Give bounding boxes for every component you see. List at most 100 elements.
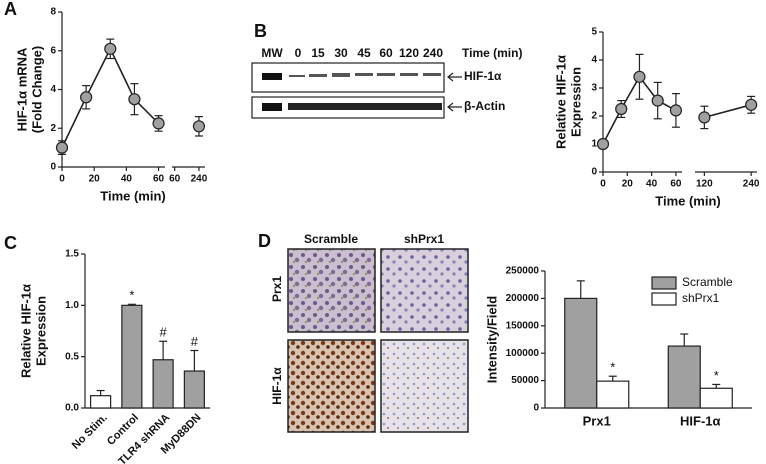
y-tick-label: 0 xyxy=(591,167,597,178)
x-tick-label: 40 xyxy=(121,174,133,185)
y-tick-label: 1 xyxy=(591,139,597,150)
x-tick-label: 40 xyxy=(646,179,658,190)
data-point xyxy=(633,70,646,83)
data-point xyxy=(651,94,664,107)
y-tick-label: 3 xyxy=(591,83,597,94)
blot-axis-label: Time (min) xyxy=(462,46,522,60)
lane-label: 30 xyxy=(334,46,348,60)
data-point xyxy=(80,91,93,104)
data-line xyxy=(704,104,752,119)
x-tick-label: 120 xyxy=(696,179,713,190)
blot-band xyxy=(262,103,282,111)
y-tick-label: 250000 xyxy=(506,266,540,277)
data-point xyxy=(55,141,69,154)
significance-mark: * xyxy=(610,360,615,375)
y-tick-label: 0.0 xyxy=(65,403,79,414)
x-axis-label: Time (min) xyxy=(655,193,721,208)
legend-label: Scramble xyxy=(682,275,733,289)
band-label: HIF-1α xyxy=(464,69,502,83)
blot-frame xyxy=(251,62,445,93)
lane-label: 240 xyxy=(423,46,443,60)
panel-label: C xyxy=(4,233,17,253)
column-label: Scramble xyxy=(304,232,358,246)
bar xyxy=(596,380,630,409)
data-line xyxy=(61,46,160,148)
lane-label: 60 xyxy=(379,46,393,60)
significance-mark: # xyxy=(160,325,168,340)
blot-band xyxy=(288,103,442,110)
y-axis-label: Relative HIF-1α xyxy=(18,284,33,378)
y-tick-label: 4 xyxy=(591,55,597,66)
y-tick-label: 1.5 xyxy=(65,249,79,260)
data-point xyxy=(615,102,628,116)
x-tick-label: 60 xyxy=(169,174,181,185)
data-point xyxy=(104,42,117,55)
bar xyxy=(121,304,143,409)
bar xyxy=(667,345,701,409)
band-label: β-Actin xyxy=(464,99,505,113)
legend-swatch xyxy=(651,276,677,290)
legend-label: shPrx1 xyxy=(682,291,720,305)
blot-bands xyxy=(289,73,441,77)
data-point xyxy=(745,98,758,111)
y-axis-label: Expression xyxy=(33,296,48,366)
y-tick-label: 100000 xyxy=(506,348,540,359)
x-tick-label: 0 xyxy=(600,179,606,190)
legend-swatch xyxy=(651,292,677,306)
micrograph xyxy=(287,339,376,433)
y-tick-label: 5 xyxy=(591,27,597,38)
row-label: HIF-1α xyxy=(270,367,284,405)
x-tick-label: 240 xyxy=(191,174,208,185)
y-axis-label: HIF-1α mRNA xyxy=(14,47,29,131)
micrograph xyxy=(380,248,469,333)
lane-label: 15 xyxy=(311,46,325,60)
bar xyxy=(699,387,733,409)
y-axis-label: Relative HIF-1α xyxy=(553,55,568,149)
data-point xyxy=(669,104,683,117)
x-tick-label: 0 xyxy=(59,174,65,185)
x-tick-label: 60 xyxy=(670,179,682,190)
micrograph xyxy=(380,339,469,433)
data-point xyxy=(596,137,610,151)
x-tick-label: 20 xyxy=(89,174,101,185)
x-tick-label: Prx1 xyxy=(583,413,611,428)
y-tick-label: 6 xyxy=(50,45,56,56)
data-point xyxy=(192,120,206,133)
panel-label: B xyxy=(254,21,267,41)
panel-label: A xyxy=(4,0,17,19)
y-axis-label: Intensity/Field xyxy=(484,296,499,383)
data-point xyxy=(128,93,141,106)
y-tick-label: 2 xyxy=(50,123,56,134)
arrow xyxy=(447,72,462,82)
lane-label: 45 xyxy=(357,46,371,60)
row-label: Prx1 xyxy=(270,276,284,302)
lane-label: 120 xyxy=(399,46,419,60)
panel-label: D xyxy=(258,231,271,251)
y-tick-label: 8 xyxy=(50,7,56,18)
bar xyxy=(152,359,174,409)
y-tick-label: 0 xyxy=(50,162,56,173)
data-point xyxy=(698,111,711,124)
micrograph xyxy=(287,248,376,333)
significance-mark: * xyxy=(714,368,719,383)
blot-marker-label: MW xyxy=(261,46,283,60)
lane-label: 0 xyxy=(295,46,302,60)
blot-band xyxy=(262,73,282,80)
y-tick-label: 200000 xyxy=(506,293,540,304)
ihc-images: Scramble shPrx1 Prx1 HIF-1α xyxy=(270,232,469,433)
western-blot: MW 0 15 30 45 60 120 240 Time (min) HIF-… xyxy=(251,46,522,119)
arrow xyxy=(447,102,462,112)
bar xyxy=(183,370,205,409)
y-tick-label: 2 xyxy=(591,111,597,122)
x-axis-label: Time (min) xyxy=(100,188,166,203)
significance-mark: # xyxy=(191,334,199,349)
column-label: shPrx1 xyxy=(404,232,444,246)
y-tick-label: 50000 xyxy=(511,375,539,386)
data-point xyxy=(152,117,165,130)
y-tick-label: 0 xyxy=(533,403,539,414)
x-tick-label: 20 xyxy=(622,179,634,190)
significance-mark: * xyxy=(129,288,134,303)
x-tick-label: HIF-1α xyxy=(680,413,721,428)
y-axis-label: (Fold Change) xyxy=(29,46,44,133)
y-axis-label: Expression xyxy=(568,67,583,137)
